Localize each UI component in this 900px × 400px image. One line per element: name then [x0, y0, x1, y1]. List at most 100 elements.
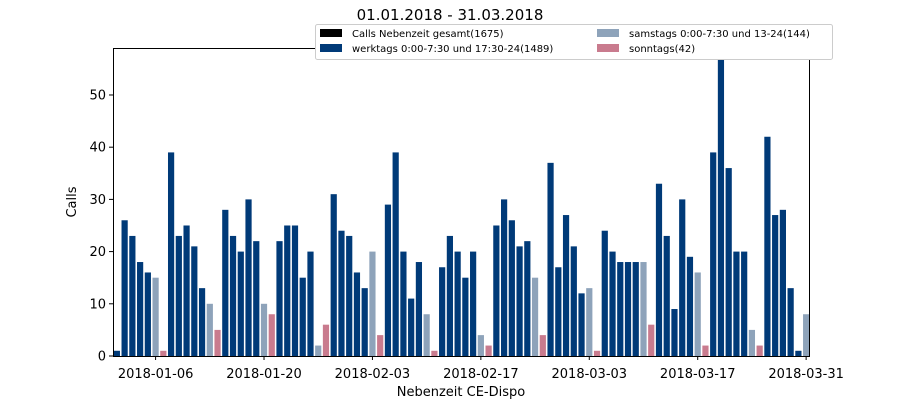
bar-werktags-2018-01-29	[330, 194, 337, 356]
legend-label: sonntags(42)	[629, 44, 695, 55]
bar-sonntags-2018-02-11	[431, 350, 438, 356]
bar-werktags-2018-03-02	[578, 293, 585, 356]
bar-werktags-2018-03-14	[671, 309, 678, 356]
y-tick-label: 30	[89, 193, 106, 208]
bar-werktags-2018-03-15	[679, 199, 686, 356]
bar-sonntags-2018-03-11	[648, 324, 655, 356]
bar-werktags-2018-03-23	[741, 251, 748, 356]
bar-sonntags-2018-03-25	[756, 345, 763, 356]
bar-werktags-2018-01-01	[113, 350, 120, 356]
bar-sonntags-2018-03-04	[593, 350, 601, 356]
bar-werktags-2018-01-08	[167, 152, 175, 356]
bar-werktags-2018-03-21	[725, 168, 732, 356]
bar-werktags-2018-02-01	[353, 272, 361, 356]
bar-werktags-2018-02-19	[493, 225, 500, 356]
bar-werktags-2018-03-09	[632, 262, 639, 356]
bar-werktags-2018-03-16	[686, 256, 694, 356]
bar-werktags-2018-03-05	[601, 230, 608, 356]
bar-werktags-2018-02-15	[462, 277, 469, 356]
bar-samstags-2018-01-13	[206, 303, 213, 356]
bar-samstags-2018-02-17	[477, 335, 484, 356]
legend-box	[315, 24, 833, 60]
bar-sonntags-2018-03-18	[702, 345, 709, 356]
x-ticks-group: 2018-01-06 2018-01-20 2018-02-03 2018-02-17…	[118, 356, 844, 382]
bar-samstags-2018-02-10	[423, 314, 430, 356]
bar-werktags-2018-01-09	[175, 235, 182, 356]
bar-sonntags-2018-02-25	[539, 335, 546, 356]
y-tick-label: 20	[89, 245, 106, 260]
bar-werktags-2018-03-08	[624, 262, 632, 356]
legend-swatch	[597, 44, 619, 52]
bar-samstags-2018-01-20	[260, 303, 268, 356]
bar-werktags-2018-02-27	[555, 267, 562, 356]
bar-werktags-2018-03-29	[787, 288, 794, 356]
y-tick-label: 10	[89, 297, 106, 312]
bar-werktags-2018-02-08	[408, 298, 415, 356]
bar-werktags-2018-01-24	[291, 225, 299, 356]
x-tick-label: 2018-01-06	[118, 367, 194, 382]
bar-werktags-2018-01-12	[198, 288, 206, 356]
legend: Calls Nebenzeit gesamt(1675) werktags 0:0…	[315, 24, 833, 60]
bar-werktags-2018-01-11	[191, 246, 198, 356]
bar-werktags-2018-03-28	[779, 209, 786, 356]
bar-werktags-2018-01-26	[307, 251, 314, 356]
bar-samstags-2018-01-27	[315, 345, 322, 356]
bar-werktags-2018-02-06	[392, 152, 399, 356]
bar-samstags-2018-03-03	[586, 288, 593, 356]
bar-sonntags-2018-01-28	[322, 324, 330, 356]
bar-werktags-2018-01-05	[144, 272, 151, 356]
bar-werktags-2018-01-15	[222, 209, 229, 356]
bar-werktags-2018-01-16	[229, 235, 237, 356]
bar-sonntags-2018-01-14	[214, 329, 221, 356]
legend-swatch	[597, 29, 619, 37]
x-tick-label: 2018-01-20	[226, 367, 302, 382]
bar-werktags-2018-03-26	[764, 136, 771, 356]
chart-title: 01.01.2018 - 31.03.2018	[357, 6, 544, 24]
bar-werktags-2018-01-18	[245, 199, 252, 356]
bar-werktags-2018-03-22	[733, 251, 740, 356]
bar-werktags-2018-02-13	[446, 235, 453, 356]
bar-werktags-2018-01-10	[183, 225, 190, 356]
bar-werktags-2018-02-23	[524, 241, 531, 356]
bar-werktags-2018-01-02	[121, 220, 128, 356]
legend-label: werktags 0:00-7:30 und 17:30-24(1489)	[352, 44, 553, 55]
y-tick-label: 50	[89, 88, 106, 103]
bar-werktags-2018-01-25	[299, 277, 306, 356]
bar-werktags-2018-01-30	[338, 230, 345, 356]
bar-werktags-2018-02-14	[454, 251, 461, 356]
bar-werktags-2018-02-20	[501, 199, 508, 356]
bar-samstags-2018-03-10	[640, 262, 647, 356]
y-tick-label: 0	[98, 350, 106, 365]
bar-werktags-2018-01-03	[129, 235, 136, 356]
bar-werktags-2018-02-09	[415, 262, 423, 356]
bar-werktags-2018-03-19	[710, 152, 717, 356]
bar-werktags-2018-02-26	[547, 162, 554, 356]
bar-werktags-2018-02-28	[562, 215, 570, 356]
bars-group	[113, 48, 810, 356]
bar-sonntags-2018-01-07	[160, 350, 167, 356]
bar-werktags-2018-03-12	[655, 183, 663, 356]
bar-werktags-2018-03-01	[570, 246, 577, 356]
bar-werktags-2018-02-12	[439, 267, 446, 356]
x-tick-label: 2018-02-03	[335, 367, 411, 382]
bar-werktags-2018-01-04	[137, 262, 144, 356]
bar-werktags-2018-02-21	[508, 220, 515, 356]
axes-group	[113, 48, 810, 357]
bar-samstags-2018-03-24	[748, 329, 756, 356]
bar-werktags-2018-03-06	[609, 251, 616, 356]
bar-samstags-2018-03-17	[694, 272, 701, 356]
y-ticks-group: 0 10 20 30 40 50	[89, 88, 113, 365]
bar-werktags-2018-03-13	[663, 235, 670, 356]
bar-werktags-2018-01-19	[253, 241, 260, 356]
bar-werktags-2018-01-17	[237, 251, 244, 356]
x-tick-label: 2018-03-17	[660, 367, 736, 382]
bar-werktags-2018-02-22	[516, 246, 523, 356]
bar-samstags-2018-03-31	[803, 314, 810, 356]
x-axis-label: Nebenzeit CE-Dispo	[397, 385, 526, 400]
x-tick-label: 2018-03-31	[768, 367, 844, 382]
x-tick-label: 2018-02-17	[443, 367, 519, 382]
bar-werktags-2018-03-30	[795, 350, 802, 356]
bar-samstags-2018-02-03	[369, 251, 376, 356]
bar-sonntags-2018-01-21	[268, 314, 275, 356]
